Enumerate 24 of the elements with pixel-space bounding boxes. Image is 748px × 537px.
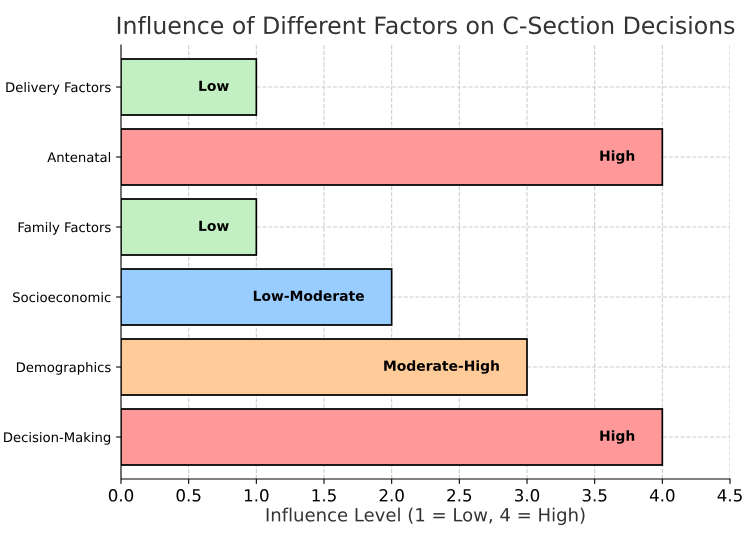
x-tick-label: 2.5 [447,489,472,502]
x-axis-title: Influence Level (1 = Low, 4 = High) [266,508,585,526]
x-tick-label: 3.0 [515,489,540,502]
x-tick-label: 0.5 [176,489,200,502]
x-tick-label: 0.0 [108,489,134,502]
x-tick-label: 1.5 [312,489,336,502]
chart-title: Influence of Different Factors on C-Section Decisions [118,16,734,34]
y-tick-label: Family Factors [18,222,111,235]
y-tick-label: Delivery Factors [6,82,111,95]
data-label: Moderate-High [384,360,499,374]
data-label: Low-Moderate [254,290,364,302]
data-label: Low [199,80,229,92]
y-tick-label: Decision-Making [4,432,110,445]
x-tick-label: 4.5 [718,489,742,502]
y-tick-label: Socioeconomic [13,292,110,302]
x-tick-label: 3.5 [582,489,606,502]
x-tick-label: 1.0 [244,489,268,502]
data-label: High [600,150,634,164]
data-label: Low [199,220,229,232]
data-label: High [600,430,634,444]
x-tick-label: 2.0 [380,489,404,502]
x-tick-label: 4.0 [650,489,674,502]
y-tick-label: Demographics [16,362,111,375]
y-tick-label: Antenatal [47,152,110,162]
